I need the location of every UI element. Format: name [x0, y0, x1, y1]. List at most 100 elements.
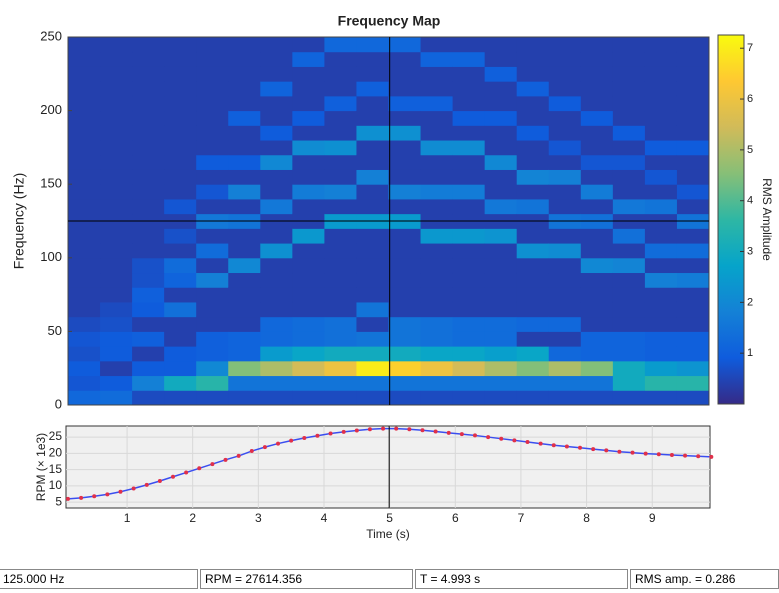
- heat-cell: [484, 331, 518, 347]
- heat-cell: [292, 37, 325, 53]
- heat-cell: [612, 331, 646, 347]
- heat-cell: [452, 95, 486, 112]
- data-point: [656, 452, 661, 457]
- heat-cell: [356, 390, 389, 406]
- heat-cell: [484, 243, 518, 259]
- heat-cell: [260, 272, 293, 288]
- heat-cell: [420, 331, 454, 347]
- y-tick-label: 0: [55, 396, 62, 411]
- heat-cell: [356, 154, 389, 170]
- heat-cell: [68, 331, 101, 347]
- heat-cell: [292, 228, 325, 244]
- heat-cell: [644, 360, 678, 377]
- heat-cell: [420, 346, 454, 362]
- heat-cell: [164, 51, 197, 67]
- heat-cell: [548, 360, 582, 377]
- heat-cell: [68, 37, 101, 53]
- heat-cell: [580, 228, 614, 244]
- colorbar-tick-label: 6: [747, 93, 753, 105]
- heat-cell: [420, 390, 454, 406]
- heat-cell: [100, 95, 133, 112]
- heat-cell: [644, 140, 678, 156]
- heat-cell: [420, 301, 454, 318]
- y-axis-label: Frequency (Hz): [11, 173, 27, 269]
- heat-cell: [228, 287, 261, 303]
- heat-cell: [420, 125, 454, 141]
- heat-cell: [452, 66, 486, 82]
- heat-cell: [228, 184, 261, 200]
- heat-cell: [612, 316, 646, 332]
- heat-cell: [292, 287, 325, 303]
- y-tick-label: 250: [40, 28, 62, 43]
- heat-cell: [324, 272, 357, 288]
- heat-cell: [388, 198, 422, 215]
- heat-cell: [68, 287, 101, 303]
- heat-cell: [484, 110, 518, 126]
- heat-cell: [484, 66, 518, 82]
- heat-cell: [548, 110, 582, 126]
- heat-cell: [420, 37, 454, 53]
- heat-cell: [516, 375, 550, 391]
- heat-cell: [356, 287, 389, 303]
- heat-cell: [676, 331, 710, 347]
- heat-cell: [420, 375, 454, 391]
- heat-cell: [452, 331, 486, 347]
- x-tick-label: 6: [452, 511, 459, 525]
- heat-cell: [132, 169, 165, 185]
- heat-cell: [644, 243, 678, 259]
- status-field: RMS amp. = 0.286: [630, 569, 779, 589]
- heat-cell: [516, 243, 550, 259]
- heat-cell: [324, 316, 357, 332]
- heat-cell: [644, 169, 678, 185]
- heat-cell: [484, 198, 518, 215]
- heat-cell: [516, 287, 550, 303]
- heat-cell: [292, 154, 325, 170]
- x-tick-label: 9: [649, 511, 656, 525]
- heat-cell: [676, 125, 710, 141]
- heat-cell: [228, 110, 261, 126]
- heat-cell: [388, 287, 422, 303]
- heat-cell: [68, 154, 101, 170]
- heat-cell: [516, 140, 550, 156]
- heat-cell: [676, 110, 710, 126]
- y-tick-label: 200: [40, 102, 62, 117]
- data-point: [289, 438, 294, 443]
- heat-cell: [100, 169, 133, 185]
- heat-cell: [676, 154, 710, 170]
- heat-cell: [420, 154, 454, 170]
- heat-cell: [196, 301, 229, 318]
- heat-cell: [260, 110, 293, 126]
- heat-cell: [260, 346, 293, 362]
- heat-cell: [100, 66, 133, 82]
- heat-cell: [324, 110, 357, 126]
- heat-cell: [484, 95, 518, 112]
- heat-cell: [196, 243, 229, 259]
- heat-cell: [164, 95, 197, 112]
- heat-cell: [484, 184, 518, 200]
- heat-cell: [324, 198, 357, 215]
- heat-cell: [356, 243, 389, 259]
- data-point: [643, 451, 648, 456]
- heat-cell: [388, 140, 422, 156]
- data-point: [184, 470, 189, 475]
- data-point: [617, 449, 622, 454]
- heat-cell: [68, 346, 101, 362]
- data-point: [157, 478, 162, 483]
- chart: Frequency Map 0 50 100 150 200 250 Frequency (…: [11, 13, 774, 541]
- heat-cell: [612, 51, 646, 67]
- heat-cell: [420, 110, 454, 126]
- data-point: [276, 441, 281, 446]
- heat-cell: [548, 301, 582, 318]
- colorbar-tick-label: 3: [747, 245, 753, 257]
- heat-cell: [196, 154, 229, 170]
- heat-cell: [644, 110, 678, 126]
- heat-cell: [484, 301, 518, 318]
- heat-cell: [68, 257, 101, 274]
- data-point: [394, 426, 399, 431]
- heat-cell: [676, 390, 710, 406]
- heat-cell: [580, 331, 614, 347]
- heat-cell: [164, 346, 197, 362]
- heat-cell: [484, 51, 518, 67]
- x-tick-label: 3: [255, 511, 262, 525]
- heat-cell: [388, 346, 422, 362]
